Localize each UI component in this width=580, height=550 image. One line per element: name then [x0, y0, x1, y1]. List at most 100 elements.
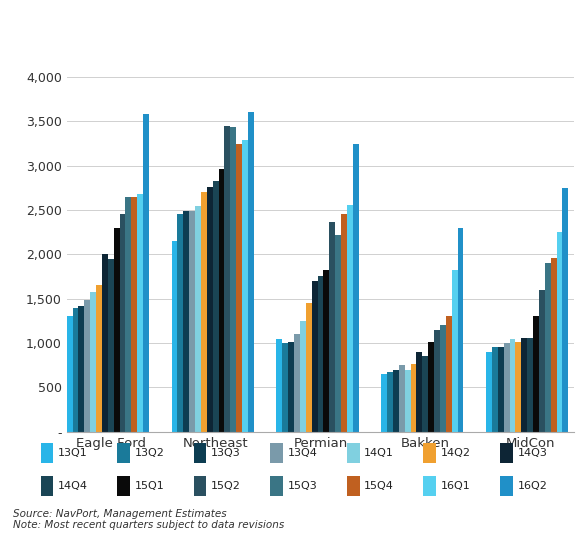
Bar — [347, 205, 353, 432]
Bar — [108, 259, 114, 432]
Bar — [563, 188, 568, 432]
Bar — [550, 258, 557, 432]
Bar — [294, 334, 300, 432]
Text: 15Q3: 15Q3 — [288, 481, 317, 491]
FancyBboxPatch shape — [194, 443, 206, 463]
Bar — [230, 126, 236, 432]
Bar — [399, 365, 405, 432]
Bar — [335, 235, 341, 432]
Bar — [96, 285, 102, 432]
Bar — [353, 144, 358, 432]
Bar — [387, 372, 393, 432]
Text: 16Q2: 16Q2 — [517, 481, 548, 491]
Text: 15Q2: 15Q2 — [211, 481, 241, 491]
Bar — [119, 214, 125, 432]
Bar — [545, 263, 550, 432]
Bar — [539, 290, 545, 432]
Bar — [67, 316, 72, 432]
FancyBboxPatch shape — [41, 476, 53, 496]
Bar — [440, 325, 446, 432]
Bar — [189, 211, 195, 432]
Bar — [317, 276, 324, 432]
Bar — [393, 370, 399, 432]
Bar — [201, 192, 207, 432]
Text: 14Q1: 14Q1 — [364, 448, 394, 458]
Bar — [131, 197, 137, 432]
Text: 14Q3: 14Q3 — [517, 448, 548, 458]
Bar — [510, 339, 516, 432]
Bar — [277, 339, 282, 432]
Text: 13Q1: 13Q1 — [58, 448, 88, 458]
Bar — [434, 330, 440, 432]
Bar — [405, 370, 411, 432]
Bar — [452, 271, 458, 432]
Bar — [78, 306, 84, 432]
Bar — [516, 342, 521, 432]
Bar — [282, 343, 288, 432]
Text: 13Q2: 13Q2 — [135, 448, 165, 458]
Bar — [242, 140, 248, 432]
Bar — [557, 232, 563, 432]
FancyBboxPatch shape — [117, 476, 130, 496]
FancyBboxPatch shape — [117, 443, 130, 463]
Text: 13Q4: 13Q4 — [288, 448, 318, 458]
FancyBboxPatch shape — [270, 443, 283, 463]
Text: 16Q1: 16Q1 — [441, 481, 470, 491]
Text: Proppant Consumption per Horizontal Well: Proppant Consumption per Horizontal Well — [10, 16, 431, 34]
Text: (tons in 000s): (tons in 000s) — [10, 49, 117, 64]
Bar — [416, 352, 422, 432]
FancyBboxPatch shape — [500, 443, 513, 463]
Bar — [248, 112, 254, 432]
Bar — [236, 144, 242, 432]
Bar — [527, 338, 533, 432]
Bar — [446, 316, 452, 432]
FancyBboxPatch shape — [423, 476, 436, 496]
Bar — [458, 228, 463, 432]
Bar — [172, 241, 177, 432]
FancyBboxPatch shape — [347, 443, 360, 463]
Bar — [102, 254, 108, 432]
Bar — [72, 307, 78, 432]
Text: 15Q1: 15Q1 — [135, 481, 164, 491]
FancyBboxPatch shape — [423, 443, 436, 463]
Bar — [422, 356, 428, 432]
Bar — [329, 222, 335, 432]
Text: Source: NavPort, Management Estimates
Note: Most recent quarters subject to data: Source: NavPort, Management Estimates No… — [13, 509, 284, 530]
Bar — [498, 346, 503, 432]
Bar — [219, 169, 224, 432]
Bar — [486, 352, 492, 432]
Bar — [411, 364, 416, 432]
Bar — [521, 338, 527, 432]
Bar — [324, 271, 329, 432]
Bar — [306, 303, 311, 432]
Bar — [503, 343, 510, 432]
Bar — [311, 281, 317, 432]
Bar — [195, 206, 201, 432]
Bar — [428, 342, 434, 432]
Bar — [90, 292, 96, 432]
FancyBboxPatch shape — [347, 476, 360, 496]
Text: 15Q4: 15Q4 — [364, 481, 394, 491]
Bar — [300, 321, 306, 432]
FancyBboxPatch shape — [500, 476, 513, 496]
Bar — [143, 114, 149, 432]
FancyBboxPatch shape — [270, 476, 283, 496]
FancyBboxPatch shape — [41, 443, 53, 463]
Bar — [533, 316, 539, 432]
Bar — [224, 126, 230, 432]
Bar — [492, 348, 498, 432]
Bar — [125, 197, 131, 432]
Text: 14Q2: 14Q2 — [441, 448, 471, 458]
Bar — [207, 187, 213, 432]
Bar — [288, 342, 294, 432]
FancyBboxPatch shape — [194, 476, 206, 496]
Bar — [183, 211, 189, 432]
Bar — [84, 300, 90, 432]
Bar — [114, 228, 119, 432]
Text: 13Q3: 13Q3 — [211, 448, 241, 458]
Text: 14Q4: 14Q4 — [58, 481, 88, 491]
Bar — [213, 181, 219, 432]
Bar — [137, 194, 143, 432]
Bar — [381, 374, 387, 432]
Bar — [341, 213, 347, 432]
